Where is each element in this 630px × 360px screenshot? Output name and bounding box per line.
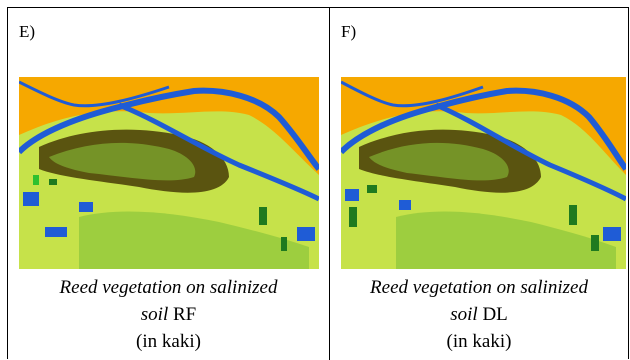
panel-caption: Reed vegetation on salinized soil RF (in… <box>8 274 329 355</box>
caption-italic-soil: soil <box>140 304 169 325</box>
panel-e: E) Reed vegetation on salinized soil RF … <box>8 8 330 360</box>
caption-note: (in kaki) <box>446 331 512 352</box>
classification-map-rf <box>19 77 319 269</box>
caption-italic-soil: soil <box>450 304 478 325</box>
panel-f: F) Reed vegetation on salinized soil DL … <box>330 8 628 360</box>
caption-italic: Reed vegetation on salinized <box>59 277 278 298</box>
caption-method: RF <box>172 304 197 325</box>
figure-table: E) Reed vegetation on salinized soil RF … <box>7 7 629 360</box>
caption-italic: Reed vegetation on salinized <box>370 277 588 298</box>
caption-method: DL <box>482 304 508 325</box>
panel-label: E) <box>19 22 36 41</box>
panel-caption: Reed vegetation on salinized soil DL (in… <box>330 274 628 355</box>
classification-map-dl <box>341 77 626 269</box>
caption-note: (in kaki) <box>136 331 201 352</box>
panel-label: F) <box>341 22 357 41</box>
